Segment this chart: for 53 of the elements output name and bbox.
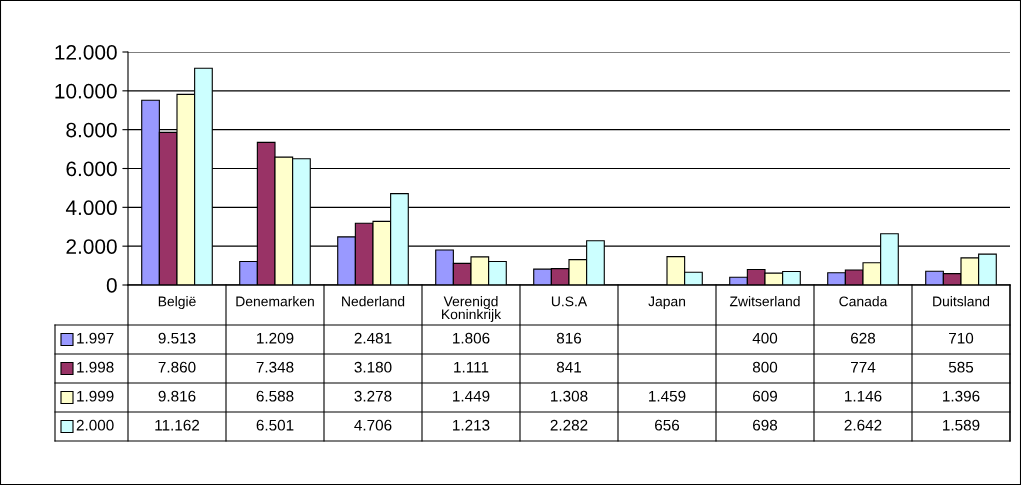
data-label: 710	[949, 332, 974, 344]
data-label: 1.213	[453, 419, 490, 431]
data-label: 841	[556, 361, 581, 373]
data-label: 400	[752, 332, 778, 344]
data-label: 774	[851, 361, 876, 373]
data-label: 3.180	[354, 361, 392, 373]
y-tick-label: 6.000	[66, 161, 117, 177]
data-label: 7.860	[158, 361, 196, 373]
data-label: 698	[753, 419, 778, 431]
data-label: 585	[948, 361, 974, 373]
data-label: 656	[655, 419, 680, 431]
data-label: 1.459	[649, 390, 686, 402]
y-tick-label: 12.000	[55, 45, 117, 60]
data-label: 1.209	[257, 332, 294, 344]
data-label: 1.146	[845, 390, 882, 402]
data-label: 2.282	[550, 419, 588, 431]
data-label: 6.501	[256, 419, 294, 431]
x-tick-label: Duitsland	[933, 296, 990, 307]
data-label: 1.449	[453, 390, 490, 402]
data-label: 628	[851, 332, 876, 344]
data-label: 7.348	[256, 361, 294, 373]
y-tick-label: 10.000	[55, 83, 117, 99]
y-tick-label: 2.000	[66, 239, 117, 254]
data-label: 9.513	[158, 332, 196, 344]
x-tick-label: België	[158, 296, 196, 310]
y-tick-label: 8.000	[66, 122, 117, 138]
x-tick-label: Verenigd Koninkrijk	[442, 296, 502, 323]
data-label: 3.278	[354, 390, 392, 402]
data-label: 2.642	[844, 419, 882, 431]
data-label: 1.111	[454, 361, 489, 373]
data-label: 1.308	[551, 390, 588, 402]
y-tick-label: 0	[106, 278, 117, 293]
legend-label: 1.997	[77, 332, 114, 344]
y-tick-label: 4.000	[65, 200, 117, 216]
x-tick-label: Japan	[648, 296, 686, 310]
x-tick-label: Canada	[839, 296, 888, 307]
data-label: 609	[753, 390, 778, 402]
data-label: 9.816	[158, 390, 196, 402]
data-label: 800	[752, 361, 778, 373]
data-label: 816	[556, 332, 582, 344]
x-tick-label: U.S.A	[551, 296, 588, 307]
x-tick-label: Zwitserland	[729, 296, 800, 307]
data-label: 1.806	[453, 332, 490, 344]
x-tick-label: Denemarken	[236, 296, 314, 307]
legend-label: 1.999	[77, 390, 114, 402]
x-tick-label: Nederland	[342, 296, 405, 307]
data-label: 6.588	[256, 390, 294, 402]
data-label: 1.589	[943, 419, 980, 431]
data-label: 1.396	[943, 390, 980, 402]
data-label: 2.481	[354, 332, 392, 344]
data-label: 4.706	[354, 419, 392, 431]
legend-label: 1.998	[77, 361, 114, 373]
data-label: 11.162	[155, 419, 200, 431]
